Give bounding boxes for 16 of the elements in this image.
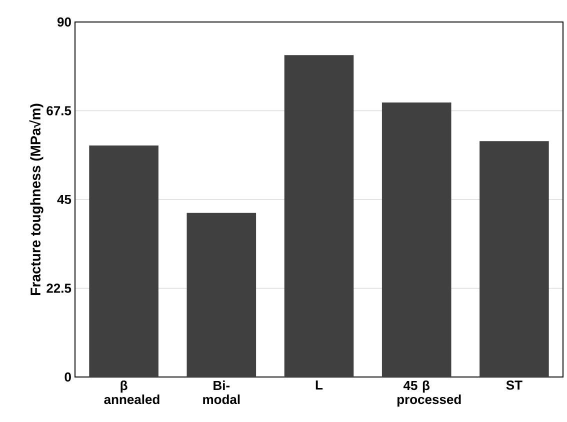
y-tick-label: 45 <box>57 194 72 204</box>
y-axis-title: Fracture toughness (MPa√m) <box>29 104 44 295</box>
x-tick-label: ST <box>506 380 522 390</box>
bar <box>284 55 354 377</box>
bar <box>382 102 452 377</box>
x-tick-label: Bi-modal <box>203 380 240 404</box>
bar <box>186 212 256 377</box>
bar <box>480 141 549 377</box>
y-tick-label: 90 <box>57 17 71 27</box>
bar <box>89 145 158 377</box>
x-tick-label: L <box>316 380 323 390</box>
y-tick-label: 67.5 <box>46 106 72 116</box>
y-tick-label: 22.5 <box>46 284 72 293</box>
x-tick-label: 45 β processed <box>397 380 461 407</box>
y-tick-label: 0 <box>64 372 71 382</box>
x-tick-label: β annealed <box>104 380 160 404</box>
